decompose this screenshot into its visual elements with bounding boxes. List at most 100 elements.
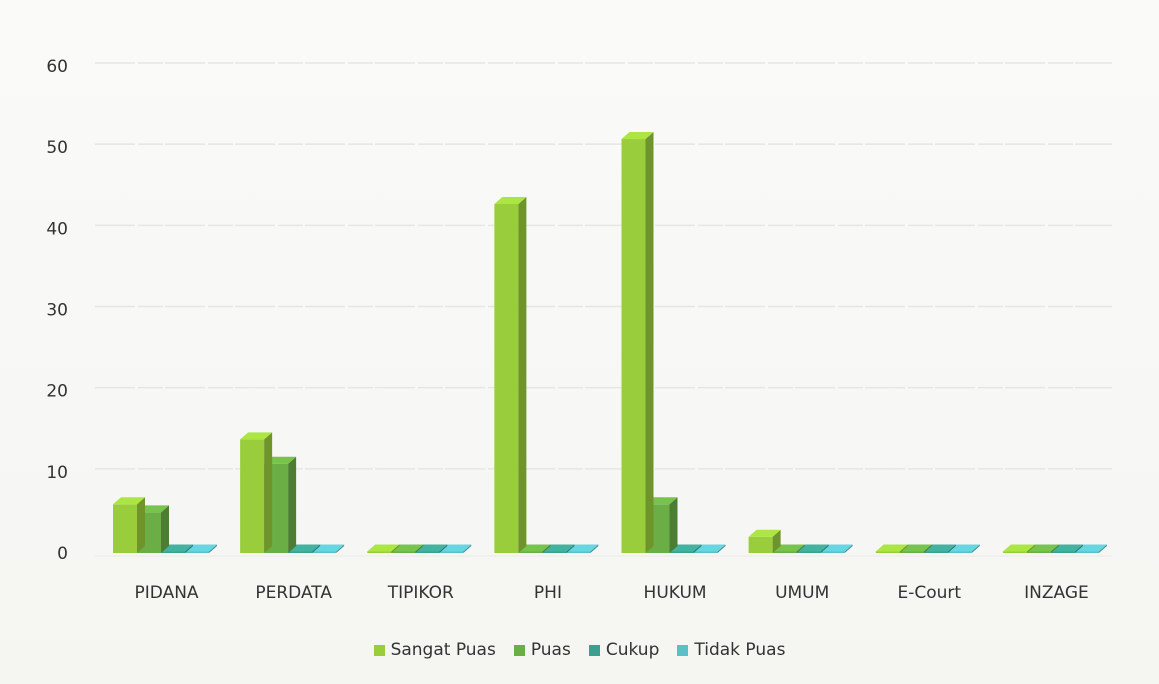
bar-top [621,132,654,140]
bar-side [947,544,956,553]
bar-side [1050,544,1059,553]
gridlines [95,62,1112,470]
bar [391,544,424,553]
bar-front [1050,551,1075,553]
bar-front [391,551,416,553]
bar [875,544,908,553]
bar [669,544,702,553]
x-tick-label: E-Court [898,583,962,603]
bar-top [1026,544,1059,552]
bar [161,544,193,553]
bar [185,544,217,553]
bar-side [899,544,908,553]
bar-top [748,529,781,537]
bar [621,132,654,554]
x-tick-label: HUKUM [644,583,707,603]
bar-front [772,551,797,553]
bar-side [844,544,853,553]
bar-side [566,544,575,553]
legend-item: Cukup [588,640,660,660]
bar-front [669,551,694,553]
bar-side [209,544,217,553]
bar-top [566,544,599,552]
bar-top [1050,544,1083,552]
bar-top [494,196,527,204]
bar [113,497,145,553]
bar-side [669,497,678,553]
bar-side [693,544,702,553]
bar-top [415,544,448,552]
x-tick-label: PIDANA [135,583,199,603]
bar-front [1002,551,1027,553]
bar-front [518,551,543,553]
bar-front [1026,551,1051,553]
bar [415,544,448,553]
y-tick-label: 40 [46,219,68,239]
bar [566,544,599,553]
bar-front [923,551,948,553]
legend-item: Puas [513,640,571,660]
legend-swatch [677,644,689,656]
bar-top [542,544,575,552]
bar-side [590,544,599,553]
bar-top [185,544,217,552]
legend-item: Sangat Puas [373,640,496,660]
bar-front [621,139,646,554]
bar-side [717,544,726,553]
bar-front [288,551,313,553]
bar-side [264,432,273,553]
bar [820,544,853,553]
bar-top [796,544,829,552]
bar-top [240,432,273,440]
bar-front [113,504,137,553]
bar-side [288,456,297,553]
legend-label: Sangat Puas [390,640,496,660]
bar-front [1074,551,1099,553]
bar-side [772,529,781,553]
bar-front [693,551,718,553]
bar-front [566,551,591,553]
bar [796,544,829,553]
bar-top [923,544,956,552]
bars [113,132,1107,554]
bar [1050,544,1083,553]
bar [240,432,273,553]
legend-swatch [588,644,600,656]
bar-top [312,544,345,552]
bar-top [820,544,853,552]
bar [772,544,805,553]
bar-side [518,196,527,553]
bar-front [240,439,265,553]
y-tick-label: 60 [46,57,68,77]
bar-side [312,544,321,553]
legend-label: Cukup [605,640,660,660]
bar-side [336,544,345,553]
bar-side [439,544,448,553]
bar-top [669,544,702,552]
bar [312,544,345,553]
bar-front [185,551,209,553]
bar-front [947,551,972,553]
bar [1002,544,1035,553]
x-tick-label: PHI [534,583,562,603]
bar-front [494,203,519,553]
bar-side [415,544,424,553]
bar-side [542,544,551,553]
bar-front [899,551,924,553]
bar-top [518,544,551,552]
bar [923,544,956,553]
bar-front [875,551,900,553]
bar [288,544,321,553]
y-tick-label: 20 [46,382,68,402]
bar-top [391,544,424,552]
bar-side [137,497,145,553]
bar-side [1098,544,1107,553]
bar-front [415,551,440,553]
bar-top [288,544,321,552]
bar [494,196,527,553]
y-tick-label: 50 [46,138,68,158]
bar-side [645,132,654,554]
bar-side [971,544,980,553]
